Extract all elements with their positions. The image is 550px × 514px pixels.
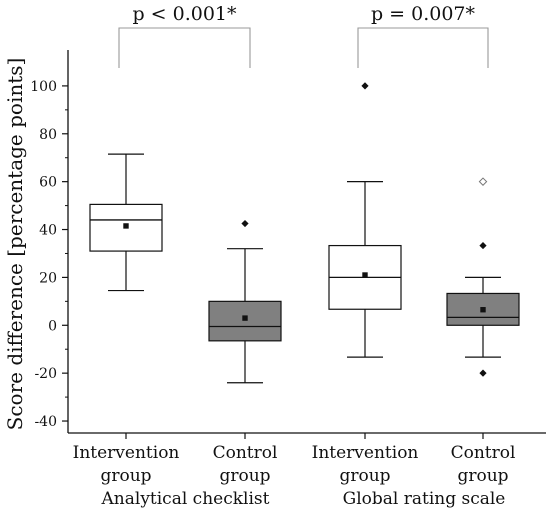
category-label-line1: Control <box>451 443 516 463</box>
category-label-line2: group <box>339 466 390 486</box>
bracket-0: p < 0.001* <box>118 3 251 68</box>
group-label: Analytical checklist <box>101 489 270 509</box>
group-label: Global rating scale <box>343 489 506 509</box>
mean-marker <box>480 307 486 313</box>
category-label-line1: Intervention <box>73 443 180 463</box>
category-label-line1: Intervention <box>312 443 419 463</box>
outlier-marker <box>241 219 249 228</box>
y-tick-label: 40 <box>39 223 57 239</box>
y-tick-label: 80 <box>39 127 57 143</box>
axes: -40 -20 0 20 40 60 80 100 <box>30 50 546 439</box>
boxes <box>89 82 520 384</box>
box-1 <box>208 219 282 384</box>
outlier-marker <box>361 82 369 90</box>
y-tick-label: 0 <box>48 318 57 334</box>
iqr-box <box>89 203 163 252</box>
y-tick-label: 60 <box>39 175 57 191</box>
outlier-marker <box>479 241 487 250</box>
p-value-label: p < 0.001* <box>132 3 237 25</box>
p-value-label: p = 0.007* <box>371 3 476 25</box>
iqr-box <box>208 300 282 342</box>
box-3 <box>446 177 520 377</box>
mean-marker <box>242 315 248 321</box>
bracket-line <box>357 27 489 68</box>
bracket-line <box>118 27 251 68</box>
y-tick-label: -40 <box>34 414 57 430</box>
outlier-marker <box>479 369 487 377</box>
category-label-line2: group <box>100 466 151 486</box>
category-labels: Intervention group Control group Interventio… <box>73 443 516 509</box>
significance-brackets: p < 0.001* p = 0.007* <box>118 3 489 68</box>
y-tick-label: 100 <box>30 79 57 95</box>
category-label-line2: group <box>219 466 270 486</box>
box-2 <box>328 82 402 358</box>
bracket-1: p = 0.007* <box>357 3 489 68</box>
mean-marker <box>362 272 368 278</box>
mean-marker <box>123 223 129 229</box>
y-axis-label: Score difference [percentage points] <box>3 58 27 431</box>
y-tick-label: 20 <box>39 270 57 286</box>
category-label-line1: Control <box>213 443 278 463</box>
iqr-box <box>446 292 520 326</box>
outlier-open-marker <box>478 177 488 186</box>
y-tick-label: -20 <box>34 366 57 382</box>
box-0 <box>89 153 163 292</box>
category-label-line2: group <box>457 466 508 486</box>
